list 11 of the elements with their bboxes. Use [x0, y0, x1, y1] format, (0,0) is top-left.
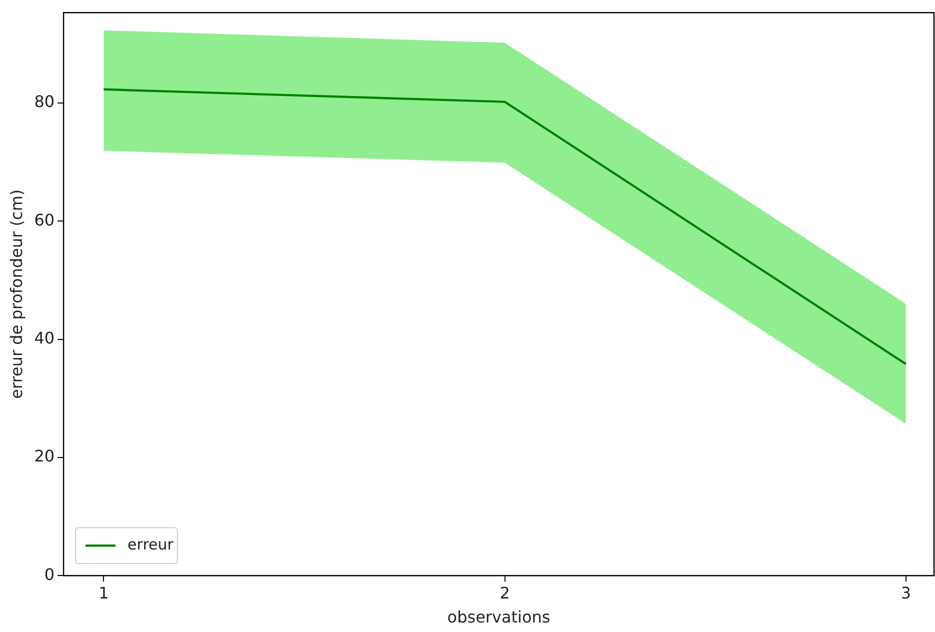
legend-label: erreur [128, 535, 174, 554]
x-axis-title: observations [447, 608, 550, 627]
y-axis-title: erreur de profondeur (cm) [6, 189, 26, 399]
y-tick-label: 20 [34, 446, 55, 466]
x-tick-label: 2 [500, 583, 510, 602]
y-tick-label: 80 [34, 92, 55, 112]
y-tick-label: 40 [34, 328, 55, 348]
y-tick-label: 0 [44, 564, 55, 584]
x-tick-label: 1 [98, 583, 109, 602]
x-tick-label: 3 [900, 583, 912, 602]
y-tick-label: 60 [34, 210, 55, 230]
